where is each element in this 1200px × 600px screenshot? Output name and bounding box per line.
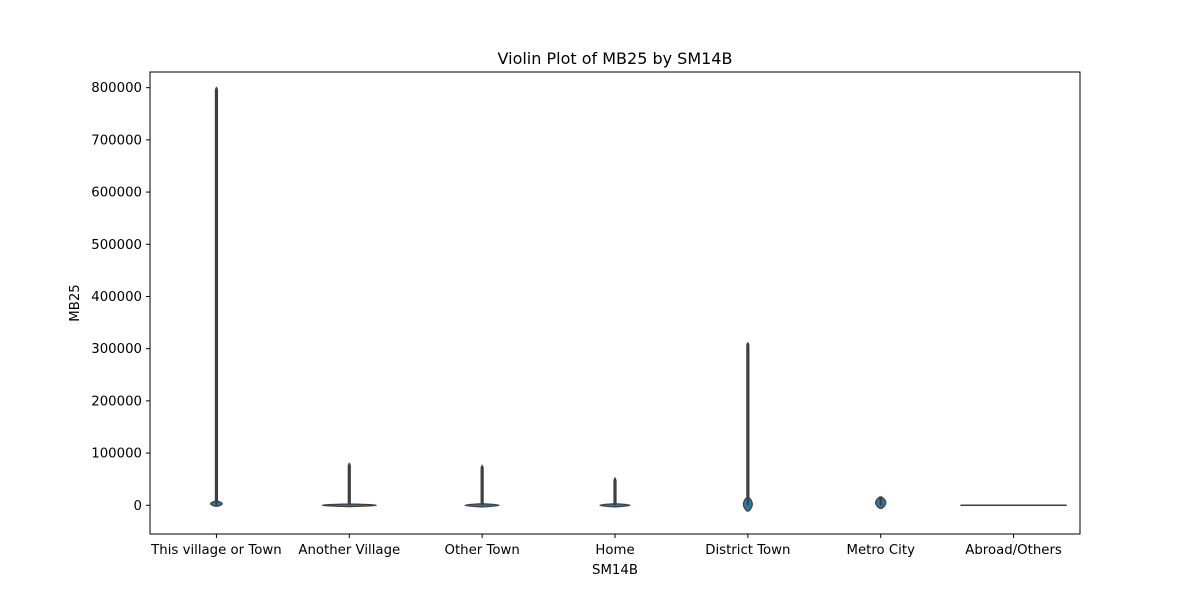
violin bbox=[321, 462, 377, 508]
violin bbox=[599, 476, 631, 508]
violin bbox=[742, 341, 753, 512]
x-tick-label: Home bbox=[595, 543, 634, 558]
x-axis-label: SM14B bbox=[592, 563, 638, 578]
y-axis-ticks: 0 100000 200000 300000 400000 500000 600000 700… bbox=[91, 81, 150, 514]
x-tick-label: This village or Town bbox=[150, 543, 281, 558]
violins-group bbox=[210, 86, 1067, 512]
y-tick-label: 500000 bbox=[91, 238, 142, 253]
y-tick-label: 800000 bbox=[91, 81, 142, 96]
y-tick-label: 300000 bbox=[91, 342, 142, 357]
chart-title: Violin Plot of MB25 by SM14B bbox=[498, 49, 733, 68]
x-tick-label: Another Village bbox=[298, 543, 400, 558]
y-axis-label: MB25 bbox=[68, 284, 83, 322]
x-tick-label: Other Town bbox=[444, 543, 519, 558]
y-tick-label: 100000 bbox=[91, 447, 142, 462]
x-tick-label: District Town bbox=[705, 543, 790, 558]
x-axis-ticks: This village or Town Another Village Other… bbox=[150, 534, 1062, 558]
violin bbox=[874, 495, 887, 510]
plot-area-frame bbox=[149, 71, 1081, 535]
x-tick-label: Metro City bbox=[846, 543, 915, 558]
y-tick-label: 700000 bbox=[91, 133, 142, 148]
y-tick-label: 200000 bbox=[91, 394, 142, 409]
violin bbox=[210, 86, 223, 507]
y-tick-label: 400000 bbox=[91, 290, 142, 305]
x-tick-label: Abroad/Others bbox=[965, 543, 1062, 558]
violin bbox=[464, 464, 500, 508]
y-tick-label: 600000 bbox=[91, 186, 142, 201]
y-tick-label: 0 bbox=[134, 499, 142, 514]
